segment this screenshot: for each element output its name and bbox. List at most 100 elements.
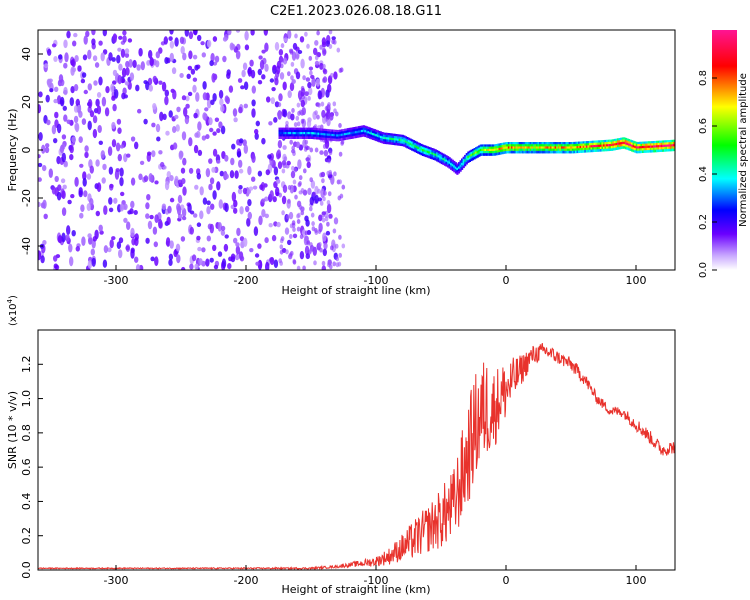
spectrogram-cell xyxy=(426,148,429,152)
spectrogram-cell xyxy=(414,140,417,144)
spectrogram-cell xyxy=(634,150,637,153)
spectrogram-cell xyxy=(373,133,376,137)
spectrogram-cell xyxy=(326,111,330,117)
spectrogram-cell xyxy=(397,138,400,142)
spectrogram-cell xyxy=(560,148,564,152)
spectrogram-cell xyxy=(124,48,130,54)
spectrogram-cell xyxy=(528,148,531,152)
spectrogram-cell xyxy=(281,195,287,205)
spectrogram-cell xyxy=(300,58,305,69)
spectrogram-cell xyxy=(112,33,118,43)
spectrogram-cell xyxy=(337,136,340,140)
spectrogram-cell xyxy=(582,147,585,151)
spectrogram-cell xyxy=(525,146,528,149)
spectrogram-cell xyxy=(275,178,281,184)
spectrogram-cell xyxy=(287,30,292,39)
spectrogram-cell xyxy=(479,144,482,148)
spectrogram-cell xyxy=(197,34,202,42)
spectrogram-cell xyxy=(289,132,292,135)
spectrogram-cell xyxy=(443,161,447,164)
spectrogram-x-tick-label: -300 xyxy=(104,274,129,287)
spectrogram-cell xyxy=(180,167,186,174)
spectrogram-cell xyxy=(584,143,587,146)
spectrogram-cell xyxy=(482,153,486,156)
spectrogram-cell xyxy=(96,182,102,193)
spectrogram-cell xyxy=(362,127,365,130)
spectrogram-cell xyxy=(120,191,125,197)
spectrogram-cell xyxy=(259,59,265,70)
spectrogram-cell xyxy=(328,260,332,266)
spectrogram-cell xyxy=(308,55,313,61)
spectrogram-cell xyxy=(648,150,651,153)
spectrogram-cell xyxy=(187,91,193,97)
spectrogram-cell xyxy=(395,134,398,137)
spectrogram-cell xyxy=(115,142,121,152)
spectrogram-cell xyxy=(415,150,418,153)
spectrogram-cell xyxy=(556,144,559,147)
spectrogram-cell xyxy=(420,143,423,147)
colorbar-tick-label: 0.2 xyxy=(698,214,709,230)
spectrogram-cell xyxy=(464,161,467,165)
spectrogram-cell xyxy=(279,72,285,80)
spectrogram-cell xyxy=(345,135,348,138)
spectrogram-cell xyxy=(640,150,643,154)
spectrogram-cell xyxy=(456,165,459,169)
spectrogram-cell xyxy=(306,161,311,169)
spectrogram-cell xyxy=(634,147,637,151)
colorbar: 0.00.20.40.60.8 Normalized spectral ampl… xyxy=(698,30,749,278)
spectrogram-cell xyxy=(135,84,140,92)
spectrogram-cell xyxy=(95,159,100,167)
spectrogram-cell xyxy=(590,140,593,144)
spectrogram-cell xyxy=(587,145,590,148)
spectrogram-cell xyxy=(219,170,224,177)
spectrogram-cell xyxy=(634,141,637,144)
spectrogram-cell xyxy=(567,144,570,147)
spectrogram-cell xyxy=(318,242,322,247)
spectrogram-cell xyxy=(100,52,105,62)
spectrogram-cell xyxy=(381,132,384,135)
spectrogram-cell xyxy=(592,145,595,148)
spectrogram-cell xyxy=(369,134,372,137)
spectrogram-cell xyxy=(613,138,617,142)
spectrogram-cell xyxy=(584,147,587,151)
spectrogram-cell xyxy=(342,135,345,139)
spectrogram-cell xyxy=(570,148,573,152)
spectrogram-cell xyxy=(326,129,330,132)
spectrogram-cell xyxy=(314,134,317,138)
spectrogram-cell xyxy=(512,142,515,145)
spectrogram-cell xyxy=(668,140,671,143)
spectrogram-cell xyxy=(418,147,422,151)
spectrogram-cell xyxy=(283,33,288,39)
spectrogram-cell xyxy=(63,162,68,168)
spectrogram-cell xyxy=(642,150,645,153)
spectrogram-cell xyxy=(337,134,340,137)
spectrogram-cell xyxy=(212,244,217,252)
spectrogram-cell xyxy=(656,145,659,148)
spectrogram-y-tick-label: -20 xyxy=(20,189,33,207)
spectrogram-cell xyxy=(321,41,327,48)
spectrogram-cell xyxy=(210,99,215,106)
spectrogram-cell xyxy=(571,148,574,152)
spectrogram-cell xyxy=(362,129,365,133)
spectrogram-cell xyxy=(520,146,523,149)
spectrogram-cell xyxy=(280,236,285,242)
spectrogram-cell xyxy=(137,108,142,114)
spectrogram-cell xyxy=(274,41,280,51)
spectrogram-cell xyxy=(646,147,649,151)
spectrogram-cell xyxy=(562,148,565,152)
spectrogram-cell xyxy=(660,144,663,148)
spectrogram-cell xyxy=(517,144,520,147)
spectrogram-cell xyxy=(453,160,456,164)
spectrogram-cell xyxy=(475,149,478,152)
spectrogram-cell xyxy=(551,148,554,152)
spectrogram-cell xyxy=(292,179,297,185)
spectrogram-cell xyxy=(119,167,124,177)
spectrogram-cell xyxy=(331,36,336,41)
spectrogram-cell xyxy=(649,145,652,149)
spectrogram-cell xyxy=(188,50,193,60)
spectrogram-cell xyxy=(339,129,342,133)
spectrogram-cell xyxy=(629,139,632,143)
spectrogram-cell xyxy=(654,145,657,148)
spectrogram-cell xyxy=(473,156,476,160)
